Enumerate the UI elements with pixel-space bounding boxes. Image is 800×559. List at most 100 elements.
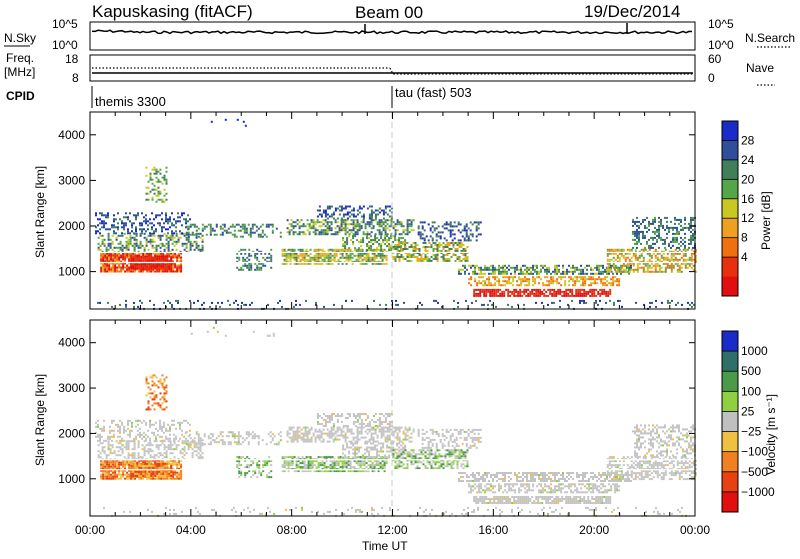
power-cell (335, 227, 337, 229)
power-cell (606, 269, 608, 271)
velocity-cell (174, 462, 176, 464)
power-cell (383, 218, 385, 220)
power-cell (112, 249, 114, 251)
power-cell (108, 239, 110, 241)
velocity-cell (150, 448, 152, 450)
power-cell (594, 267, 596, 269)
power-cell (582, 269, 584, 271)
power-cell (649, 259, 651, 261)
power-cell (134, 243, 136, 245)
velocity-cell (130, 463, 132, 465)
power-cell (487, 289, 489, 291)
velocity-cell (104, 474, 106, 476)
power-cell (101, 222, 103, 224)
power-cell (258, 269, 260, 271)
power-cell (464, 273, 466, 275)
velocity-cell (246, 456, 248, 458)
power-cell (250, 267, 252, 269)
velocity-cell (141, 434, 143, 436)
power-cell (653, 253, 655, 255)
power-cell (114, 257, 116, 259)
power-cell (186, 247, 188, 249)
power-cell (437, 260, 439, 262)
power-cell (673, 267, 675, 269)
power-cell (377, 223, 379, 225)
power-cell (238, 269, 240, 271)
power-cell (374, 257, 376, 259)
power-cell (466, 231, 468, 233)
power-cell (467, 246, 469, 248)
power-cell (256, 249, 258, 251)
velocity-cell (274, 435, 276, 437)
power-cell (616, 278, 618, 280)
power-cell (174, 237, 176, 239)
velocity-cell (112, 474, 114, 476)
power-cell (150, 260, 152, 262)
power-cell (370, 259, 372, 261)
power-cell (514, 269, 516, 271)
power-cell (582, 278, 584, 280)
power-cell (95, 212, 97, 214)
power-cell (102, 257, 104, 259)
power-cell (645, 249, 647, 251)
velocity-cell (244, 474, 246, 476)
power-cell (111, 306, 113, 308)
power-cell (409, 219, 411, 221)
power-cell (180, 259, 182, 261)
velocity-cell (186, 452, 188, 454)
power-colorbar-swatch (722, 179, 738, 199)
power-cell (134, 266, 136, 268)
power-cell (465, 256, 467, 258)
power-cell (371, 212, 373, 214)
power-cell (502, 271, 504, 273)
power-cell (503, 295, 505, 297)
power-cell (125, 304, 127, 306)
power-cell (101, 220, 103, 222)
power-cell (397, 248, 399, 250)
power-cell (137, 306, 139, 308)
power-cell (585, 295, 587, 297)
power-cell (366, 253, 368, 255)
velocity-cell (154, 471, 156, 473)
power-cell (621, 267, 623, 269)
velocity-cell (162, 478, 164, 480)
power-cell (170, 266, 172, 268)
power-cell (331, 216, 333, 218)
power-cell (128, 269, 130, 271)
velocity-cell (122, 472, 124, 474)
power-cell (665, 257, 667, 259)
power-cell (636, 243, 638, 245)
power-cell (176, 269, 178, 271)
velocity-cell (170, 444, 172, 446)
power-cell (548, 280, 550, 282)
power-cell (395, 229, 397, 231)
power-cell (301, 225, 303, 227)
power-cell (362, 263, 364, 265)
power-cell (357, 233, 359, 235)
power-cell (324, 259, 326, 261)
power-cell (154, 169, 156, 171)
power-cell (155, 216, 157, 218)
power-cell (374, 237, 376, 239)
power-cell (652, 219, 654, 221)
power-cell (607, 249, 609, 251)
power-cell (497, 295, 499, 297)
power-cell (544, 265, 546, 267)
velocity-cell (108, 442, 110, 444)
power-cell (354, 235, 356, 237)
velocity-cell (270, 435, 272, 437)
power-cell (407, 225, 409, 227)
velocity-cell (154, 402, 156, 404)
velocity-cell (101, 430, 103, 432)
power-cell (657, 265, 659, 267)
power-cell (139, 222, 141, 224)
power-cell (142, 258, 144, 260)
velocity-cell (142, 448, 144, 450)
power-cell (506, 271, 508, 273)
velocity-cell (135, 426, 137, 428)
power-cell (617, 271, 619, 273)
power-cell (150, 268, 152, 270)
power-cell (294, 259, 296, 261)
velocity-cell (120, 476, 122, 478)
power-cell (156, 177, 158, 179)
